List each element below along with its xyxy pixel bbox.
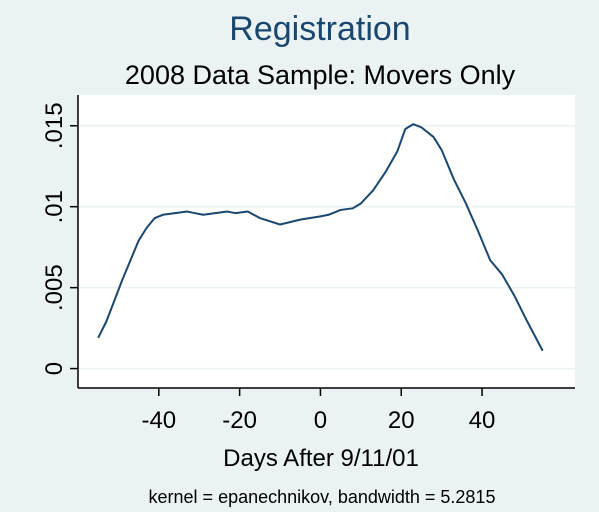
- x-tick-label: -40: [141, 407, 176, 434]
- note: kernel = epanechnikov, bandwidth = 5.281…: [149, 487, 496, 507]
- y-tick-label: .015: [41, 102, 68, 149]
- x-tick-label: 40: [469, 407, 496, 434]
- x-axis-label: Days After 9/11/01: [223, 445, 419, 472]
- y-tick-label: .005: [41, 264, 68, 311]
- x-tick-label: 20: [388, 407, 415, 434]
- density-line: [97, 123, 544, 352]
- chart-subtitle: 2008 Data Sample: Movers Only: [125, 60, 516, 90]
- y-tick-label: .01: [41, 190, 68, 223]
- x-tick-label: 0: [314, 407, 327, 434]
- plot-area: [78, 95, 575, 388]
- y-tick-label: 0: [41, 362, 68, 375]
- x-tick-label: -20: [222, 407, 257, 434]
- chart-title: Registration: [229, 10, 410, 48]
